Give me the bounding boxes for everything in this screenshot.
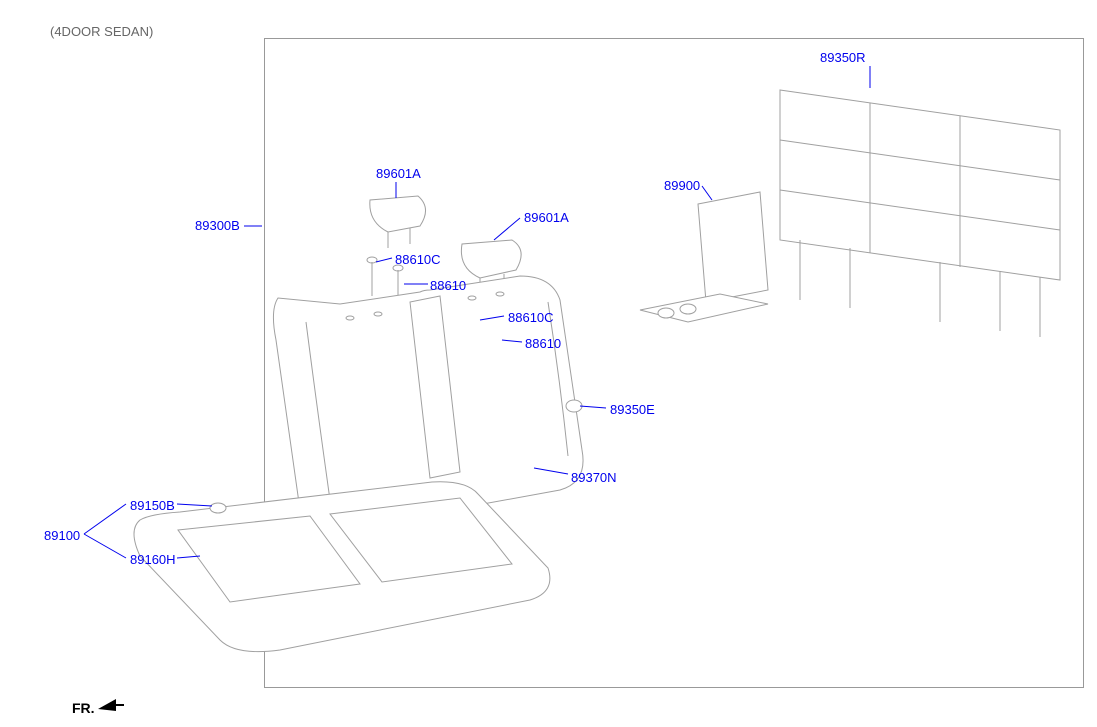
variant-label: (4DOOR SEDAN) — [50, 24, 153, 39]
label-89160H[interactable]: 89160H — [130, 552, 176, 567]
label-89150B[interactable]: 89150B — [130, 498, 175, 513]
label-89601A[interactable]: 89601A — [376, 166, 421, 181]
label-89350R[interactable]: 89350R — [820, 50, 866, 65]
label-88610C[interactable]: 88610C — [508, 310, 554, 325]
label-88610[interactable]: 88610 — [430, 278, 466, 293]
label-89601A[interactable]: 89601A — [524, 210, 569, 225]
diagram-border — [264, 38, 1084, 688]
label-89100[interactable]: 89100 — [44, 528, 80, 543]
orientation-arrow-icon — [98, 695, 126, 713]
label-89300B[interactable]: 89300B — [195, 218, 240, 233]
label-89370N[interactable]: 89370N — [571, 470, 617, 485]
label-89350E[interactable]: 89350E — [610, 402, 655, 417]
orientation-label: FR. — [72, 700, 95, 716]
label-89900[interactable]: 89900 — [664, 178, 700, 193]
label-88610[interactable]: 88610 — [525, 336, 561, 351]
label-88610C[interactable]: 88610C — [395, 252, 441, 267]
